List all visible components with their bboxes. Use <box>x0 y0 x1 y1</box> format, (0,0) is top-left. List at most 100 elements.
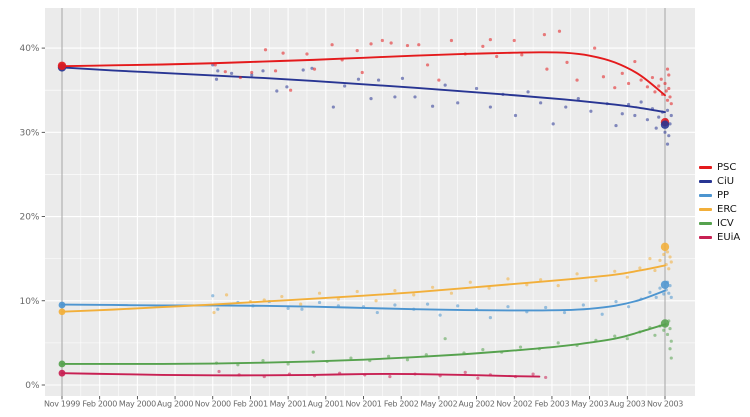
y-axis-label: 40% <box>19 44 39 54</box>
poll-point <box>487 286 491 290</box>
poll-point <box>355 289 359 294</box>
election-2003-marker-erc <box>660 242 670 252</box>
poll-point <box>620 71 624 75</box>
y-axis-label: 10% <box>19 297 39 307</box>
poll-point <box>355 49 359 53</box>
poll-point <box>512 38 516 43</box>
poll-point <box>665 108 670 113</box>
poll-point <box>620 112 624 116</box>
poll-point <box>356 77 361 81</box>
poll-point <box>665 142 670 146</box>
poll-point <box>668 326 672 331</box>
poll-point <box>250 73 254 77</box>
poll-point <box>481 44 485 48</box>
poll-point <box>665 67 670 71</box>
poll-point <box>223 70 227 74</box>
poll-point <box>474 86 479 91</box>
poll-point <box>626 305 631 309</box>
poll-point <box>645 85 650 89</box>
poll-point <box>250 70 254 75</box>
x-axis-label: Aug 2003 <box>609 400 645 409</box>
poll-point <box>667 86 671 91</box>
poll-point <box>625 337 629 341</box>
poll-point <box>330 43 334 47</box>
poll-point <box>669 113 673 118</box>
poll-point <box>360 70 364 75</box>
poll-point <box>374 299 378 303</box>
poll-point <box>648 257 652 261</box>
series-ciu <box>61 63 673 146</box>
poll-point <box>653 333 657 337</box>
poll-point <box>425 63 430 67</box>
poll-point <box>286 306 290 310</box>
poll-point <box>665 250 670 254</box>
x-axis-label: Nov 2002 <box>496 400 532 409</box>
poll-point <box>556 284 560 288</box>
y-axis-label: 30% <box>19 128 39 138</box>
poll-point <box>463 370 467 374</box>
election-1999-marker-pp <box>58 301 66 309</box>
poll-point <box>417 43 421 47</box>
poll-point <box>576 97 580 101</box>
y-axis-label: 0% <box>25 381 40 391</box>
x-axis-label: Aug 2002 <box>459 400 495 409</box>
election-2003-marker-icv <box>660 319 670 328</box>
trend-line-psc <box>61 51 666 97</box>
poll-point <box>468 280 472 284</box>
poll-point <box>488 316 492 320</box>
poll-point <box>289 88 293 92</box>
poll-point <box>653 90 657 94</box>
poll-point <box>544 305 548 310</box>
legend-item-psc: PSC <box>699 162 740 173</box>
poll-point <box>214 77 219 81</box>
election-2003-marker-ciu <box>660 120 670 129</box>
poll-point <box>648 290 652 294</box>
series-erc <box>61 250 673 315</box>
x-axis-label: May 2003 <box>571 400 608 409</box>
election-1999-marker-psc <box>57 61 67 70</box>
poll-point <box>556 341 560 345</box>
poll-point <box>667 291 671 295</box>
poll-point <box>614 300 618 304</box>
poll-point <box>544 375 548 380</box>
poll-point <box>663 130 667 134</box>
poll-point <box>594 278 598 283</box>
poll-point <box>614 123 618 128</box>
poll-point <box>539 101 543 105</box>
poll-point <box>526 90 530 94</box>
election-1999-marker-euia <box>58 369 66 377</box>
poll-point <box>437 78 441 82</box>
poll-point <box>217 369 221 374</box>
legend-swatch-icv <box>699 222 712 225</box>
x-axis-label: May 2001 <box>270 400 307 409</box>
poll-point <box>645 118 650 122</box>
poll-point <box>633 113 637 118</box>
poll-point <box>261 358 265 363</box>
poll-point <box>376 78 381 82</box>
poll-point <box>263 48 268 52</box>
legend-item-pp: PP <box>699 190 740 201</box>
poll-point <box>443 83 447 87</box>
poll-point <box>575 272 579 276</box>
poll-point <box>664 89 668 93</box>
poll-point <box>456 101 460 105</box>
poll-point <box>658 286 662 290</box>
poll-point <box>430 285 435 289</box>
x-axis-label: Aug 2001 <box>308 400 344 409</box>
poll-point <box>668 284 672 288</box>
poll-point <box>430 104 435 108</box>
poll-point <box>488 105 492 109</box>
election-2003-marker-pp <box>660 280 670 289</box>
legend-swatch-psc <box>699 166 712 169</box>
poll-point <box>668 95 672 99</box>
poll-point <box>539 278 543 282</box>
poll-point <box>639 100 643 104</box>
poll-point <box>657 84 661 88</box>
poll-point <box>273 69 278 73</box>
poll-point <box>593 46 597 50</box>
poll-point <box>565 60 569 64</box>
poll-point <box>476 376 480 380</box>
poll-point <box>389 41 393 45</box>
poll-point <box>667 73 671 77</box>
